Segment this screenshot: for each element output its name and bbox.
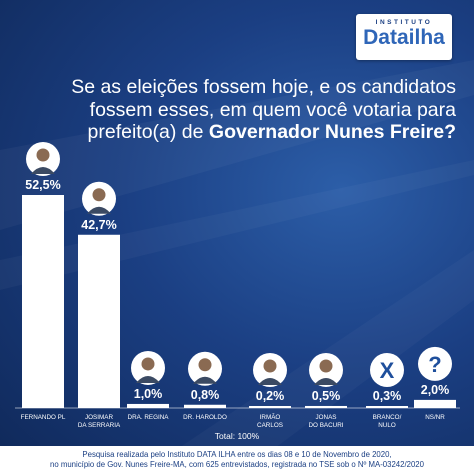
logo-subtitle: INSTITUTO bbox=[375, 19, 433, 26]
category-label-4-1: CARLOS bbox=[257, 422, 283, 429]
svg-text:?: ? bbox=[428, 352, 441, 377]
category-label-5-0: JONAS bbox=[316, 414, 337, 421]
value-label-1: 42,7% bbox=[81, 218, 116, 232]
bar-6 bbox=[366, 406, 408, 408]
category-label-6-0: BRANCO/ bbox=[373, 414, 402, 421]
bar-1 bbox=[78, 234, 120, 408]
value-label-7: 2,0% bbox=[421, 383, 450, 397]
bar-3 bbox=[184, 404, 226, 408]
value-label-4: 0,2% bbox=[256, 389, 285, 403]
footer-line-1: Pesquisa realizada pelo Instituto DATA I… bbox=[82, 450, 392, 459]
value-label-3: 0,8% bbox=[191, 388, 220, 402]
value-label-5: 0,5% bbox=[312, 389, 341, 403]
x-icon: X bbox=[370, 353, 404, 387]
category-label-4-0: IRMÃO bbox=[260, 412, 281, 421]
category-label-6-1: NULO bbox=[378, 422, 396, 429]
bar-0 bbox=[22, 195, 64, 408]
category-label-7-0: NS/NR bbox=[425, 414, 445, 421]
bar-2 bbox=[127, 403, 169, 408]
question-line-3-prefix: prefeito(a) de bbox=[87, 121, 209, 143]
bar-4 bbox=[249, 406, 291, 408]
logo-title: Datailha bbox=[363, 26, 445, 49]
footer-note: Pesquisa realizada pelo Instituto DATA I… bbox=[0, 446, 474, 474]
candidate-photo-icon bbox=[82, 181, 116, 216]
category-label-5-1: DO BACURI bbox=[309, 422, 344, 429]
bar-5 bbox=[305, 405, 347, 408]
category-label-1-1: DA SERRARIA bbox=[78, 422, 121, 429]
category-label-1-0: JOSIMAR bbox=[85, 414, 113, 421]
svg-text:X: X bbox=[380, 358, 395, 383]
candidate-photo-icon bbox=[309, 352, 343, 387]
candidate-photo-icon bbox=[253, 353, 287, 387]
candidate-photo-icon bbox=[26, 142, 60, 176]
value-label-2: 1,0% bbox=[134, 387, 163, 401]
candidate-photo-icon bbox=[188, 351, 222, 386]
question-line-1: Se as eleições fossem hoje, e os candida… bbox=[71, 76, 456, 98]
category-label-0-0: FERNANDO PL bbox=[21, 414, 66, 421]
candidate-photo-icon bbox=[131, 350, 165, 385]
value-label-6: 0,3% bbox=[373, 389, 402, 403]
total-label: Total: 100% bbox=[214, 431, 260, 441]
question-icon: ? bbox=[418, 346, 452, 381]
bar-7 bbox=[414, 399, 456, 408]
value-label-0: 52,5% bbox=[25, 178, 60, 192]
question-line-3: prefeito(a) de Governador Nunes Freire? bbox=[16, 121, 456, 144]
footer-line-2: no município de Gov. Nunes Freire-MA, co… bbox=[50, 460, 424, 469]
category-label-2-0: DRA. REGINA bbox=[128, 414, 170, 421]
institute-logo: INSTITUTO Datailha bbox=[356, 14, 452, 60]
question-text: Se as eleições fossem hoje, e os candida… bbox=[16, 76, 456, 144]
question-city: Governador Nunes Freire? bbox=[208, 121, 456, 143]
question-line-2: fossem esses, em quem você votaria para bbox=[89, 98, 456, 121]
category-label-3-0: DR. HAROLDO bbox=[183, 414, 227, 421]
